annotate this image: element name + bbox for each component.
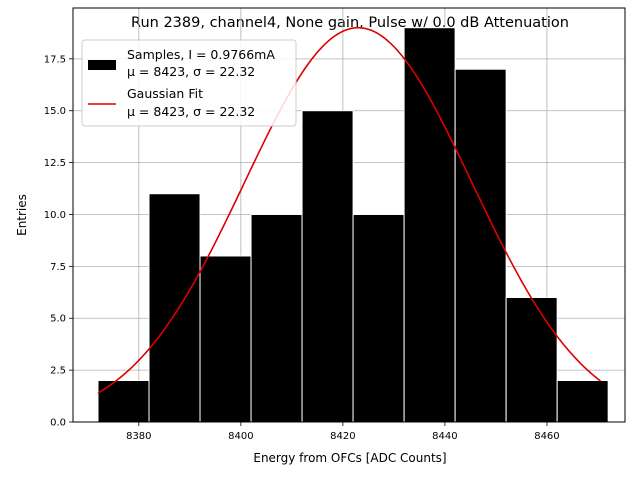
x-axis: 8380 8400 8420 8440 8460 (126, 422, 560, 442)
histogram-bar (505, 296, 558, 423)
x-tick-label: 8440 (432, 431, 457, 442)
y-tick-label: 10.0 (44, 210, 66, 221)
legend-fit-label: Gaussian Fit (127, 86, 203, 101)
legend-samples-swatch (88, 60, 116, 70)
y-tick-label: 12.5 (44, 158, 66, 169)
legend-samples-stats: μ = 8423, σ = 22.32 (127, 64, 255, 79)
legend-samples-label: Samples, I = 0.9766mA (127, 47, 275, 62)
x-tick-label: 8400 (228, 431, 253, 442)
plot-frame (72, 7, 626, 423)
legend: Samples, I = 0.9766mA μ = 8423, σ = 22.3… (81, 39, 297, 127)
gaussian-fit (97, 26, 602, 394)
histogram-bar (199, 255, 252, 423)
histogram-bar (148, 193, 201, 423)
y-tick-label: 5.0 (50, 314, 66, 325)
histogram-bar (403, 27, 456, 423)
y-tick-label: 0.0 (50, 418, 66, 429)
fit-curve (97, 26, 602, 394)
legend-box (81, 39, 297, 127)
x-axis-label: Energy from OFCs [ADC Counts] (253, 451, 446, 465)
y-axis-label: Entries (15, 194, 29, 236)
y-tick-label: 7.5 (50, 262, 66, 273)
y-tick-label: 17.5 (44, 54, 66, 65)
x-tick-label: 8420 (330, 431, 355, 442)
histogram-bars (97, 27, 609, 423)
x-tick-label: 8380 (126, 431, 151, 442)
y-tick-label: 2.5 (50, 366, 66, 377)
y-axis: 0.0 2.5 5.0 7.5 10.0 12.5 15.0 17.5 (44, 54, 73, 429)
histogram-bar (352, 213, 405, 423)
histogram-bar (454, 68, 507, 423)
y-tick-label: 15.0 (44, 106, 66, 117)
legend-fit-stats: μ = 8423, σ = 22.32 (127, 104, 255, 119)
histogram-bar (301, 110, 354, 423)
histogram-bar (556, 379, 609, 423)
x-tick-label: 8460 (534, 431, 559, 442)
histogram-bar (250, 213, 303, 423)
histogram-bar (97, 379, 150, 423)
